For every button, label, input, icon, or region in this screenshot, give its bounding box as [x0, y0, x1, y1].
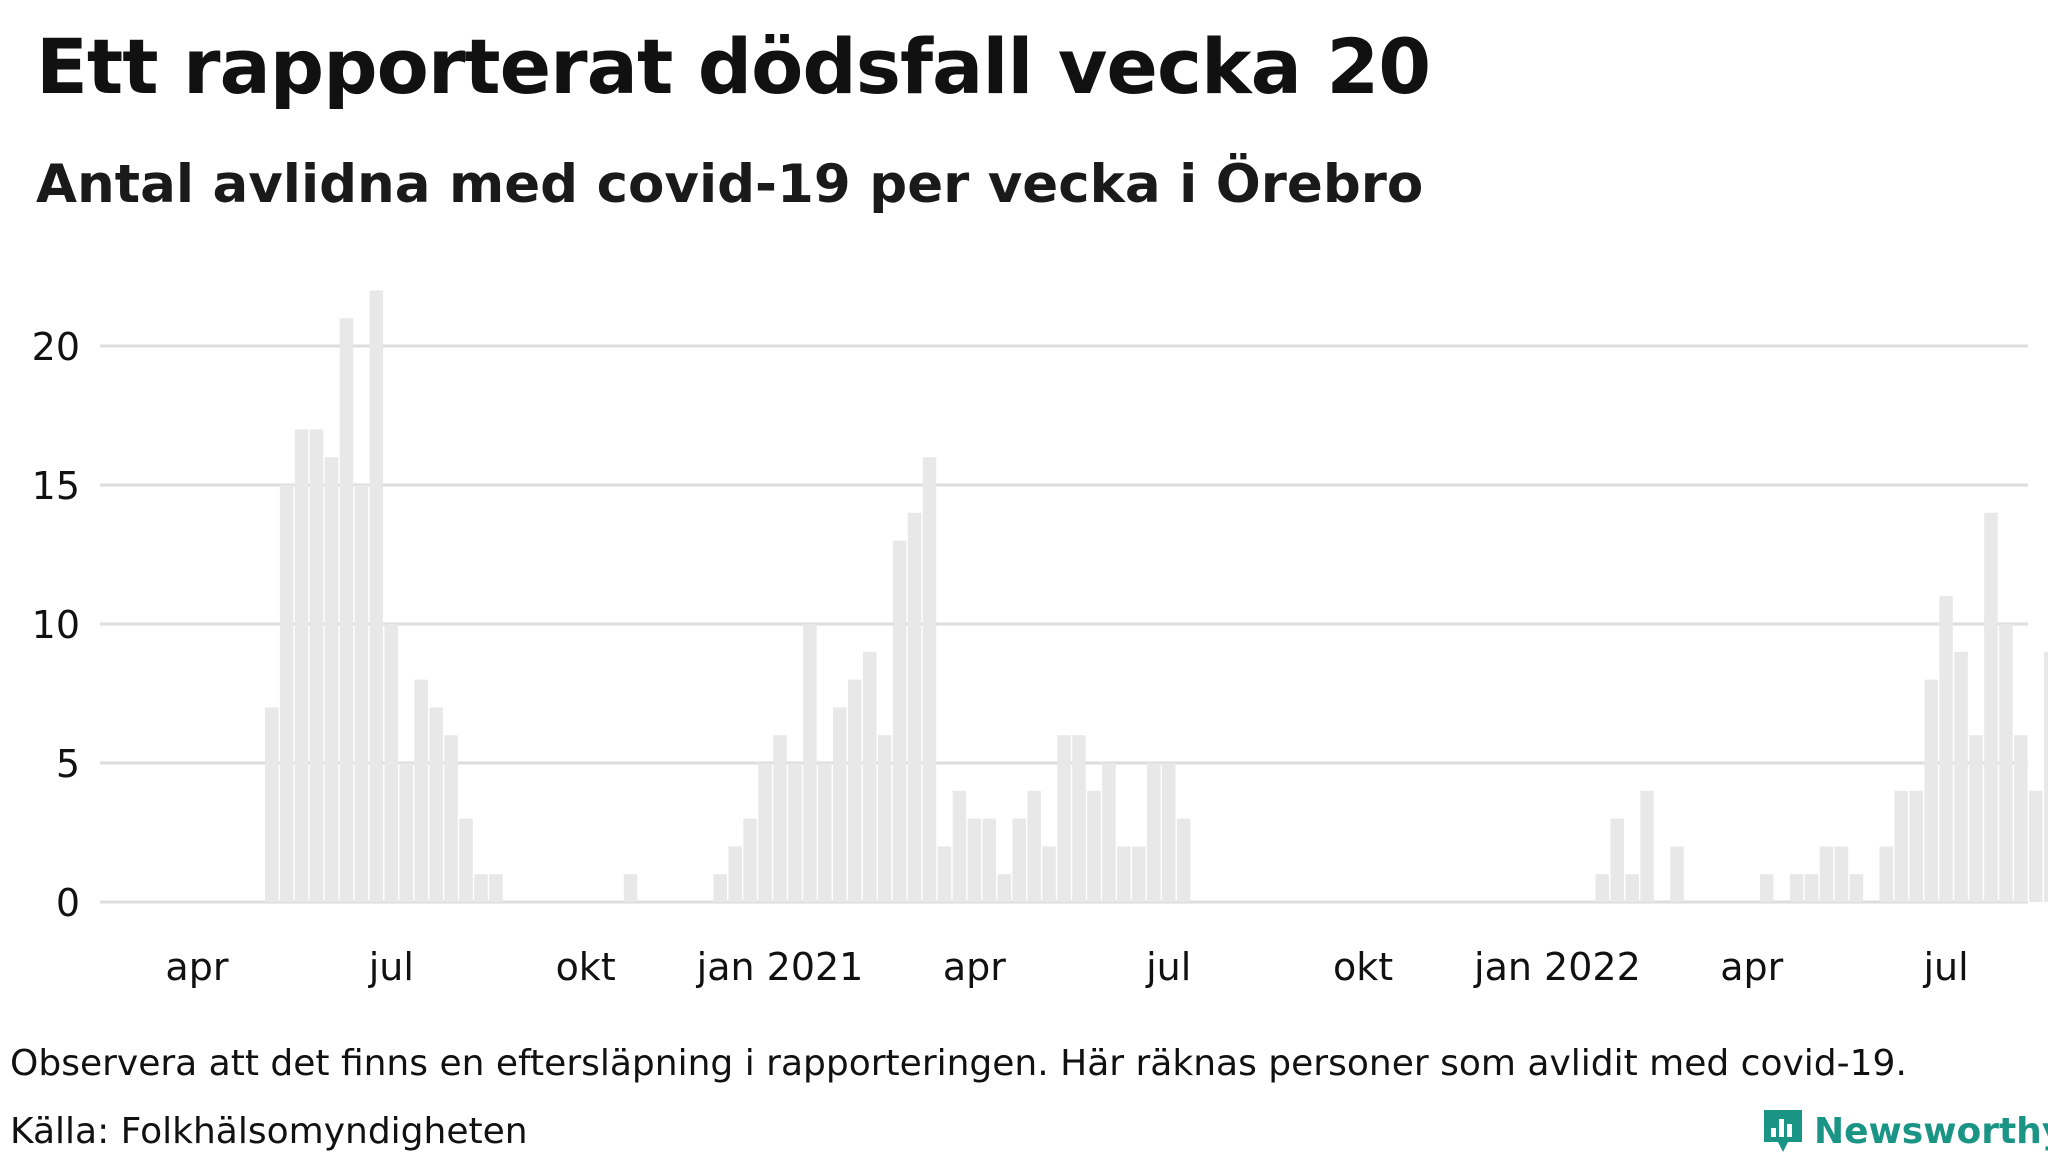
bar — [1042, 846, 1056, 902]
bar — [877, 735, 892, 902]
bar — [1924, 679, 1938, 902]
bar — [369, 290, 384, 902]
bar — [399, 763, 413, 902]
bar — [773, 735, 787, 902]
bar — [728, 846, 742, 902]
bar — [1939, 596, 1953, 902]
bar — [489, 874, 503, 902]
bar — [324, 457, 339, 902]
bar — [1759, 874, 1774, 902]
bar — [713, 874, 727, 902]
y-tick-label: 10 — [32, 603, 80, 647]
bar — [623, 874, 638, 902]
bar — [1176, 818, 1191, 902]
bar — [1147, 763, 1161, 902]
bar — [1117, 846, 1131, 902]
x-tick-label: okt — [556, 945, 616, 989]
bar-chart-icon — [1764, 1110, 1802, 1152]
bar — [1954, 651, 1968, 902]
bar — [1670, 846, 1684, 902]
newsworthy-logo: Newsworthy — [1762, 1106, 2048, 1156]
bar — [1057, 735, 1071, 902]
bar — [818, 763, 832, 902]
bar — [1610, 818, 1624, 902]
y-axis-ticks: 0 5 10 15 20 — [32, 325, 80, 925]
bar — [848, 679, 862, 902]
bar — [1819, 846, 1834, 902]
bar — [279, 485, 294, 902]
bar — [384, 624, 399, 902]
bar — [2029, 790, 2043, 902]
bar — [1894, 790, 1908, 902]
bar — [1804, 874, 1819, 902]
bar — [1072, 735, 1086, 902]
bar — [1984, 512, 1998, 902]
y-tick-label: 5 — [56, 742, 80, 786]
bar — [294, 429, 309, 902]
bar — [1595, 874, 1609, 902]
chart-subtitle: Antal avlidna med covid-19 per vecka i Ö… — [36, 154, 1424, 215]
bar — [1640, 790, 1654, 902]
bar — [339, 318, 354, 902]
bar — [803, 624, 817, 902]
bar — [967, 818, 982, 902]
bar — [1789, 874, 1804, 902]
bar — [1087, 790, 1101, 902]
bar — [1909, 790, 1923, 902]
footnote: Observera att det finns en eftersläpning… — [10, 1043, 1907, 1084]
bar — [862, 651, 877, 902]
bar — [459, 818, 473, 902]
bar — [1132, 846, 1146, 902]
x-tick-label: jul — [1145, 945, 1191, 989]
bar — [1161, 763, 1176, 902]
bar — [444, 735, 458, 902]
bar — [1012, 818, 1026, 902]
bar — [788, 763, 802, 902]
bar — [414, 679, 428, 902]
bar — [2044, 651, 2048, 902]
bar — [758, 763, 772, 902]
x-tick-label: apr — [1720, 945, 1783, 989]
x-axis-ticks: apr jul okt jan 2021 apr jul okt jan 2022 apr jul — [165, 945, 1968, 989]
bar — [937, 846, 952, 902]
x-tick-label: jan 2022 — [1473, 945, 1641, 989]
bar — [1969, 735, 1983, 902]
x-tick-label: okt — [1333, 945, 1393, 989]
bar — [1879, 846, 1894, 902]
logo-text: Newsworthy — [1814, 1110, 2048, 1152]
x-tick-label: jul — [1922, 945, 1968, 989]
y-tick-label: 15 — [32, 464, 80, 508]
bar — [833, 707, 847, 902]
bar — [1999, 624, 2013, 902]
bar — [1625, 874, 1639, 902]
bar — [892, 540, 907, 902]
bar — [907, 512, 922, 902]
x-tick-label: jul — [368, 945, 414, 989]
bar — [952, 790, 967, 902]
x-tick-label: jan 2021 — [696, 945, 864, 989]
y-tick-label: 0 — [56, 881, 80, 925]
bar — [1027, 790, 1041, 902]
bar — [309, 429, 324, 902]
bar — [1849, 874, 1864, 902]
bar — [354, 485, 369, 902]
x-tick-label: apr — [943, 945, 1006, 989]
bar — [474, 874, 488, 902]
bar — [922, 457, 937, 902]
chart-title: Ett rapporterat dödsfall vecka 20 — [36, 22, 1431, 111]
bar — [429, 707, 443, 902]
x-tick-label: apr — [165, 945, 228, 989]
bar-chart: 0 5 10 15 20 apr jul okt jan 2021 apr jul okt jan 2… — [32, 290, 2048, 989]
bar — [997, 874, 1011, 902]
bar — [982, 818, 997, 902]
bar — [1102, 763, 1116, 902]
bar — [743, 818, 757, 902]
bar — [1834, 846, 1849, 902]
bars — [264, 290, 2048, 902]
bar — [264, 707, 279, 902]
bar — [2014, 735, 2028, 902]
source-credit: Källa: Folkhälsomyndigheten — [10, 1111, 528, 1152]
y-tick-label: 20 — [32, 325, 80, 369]
